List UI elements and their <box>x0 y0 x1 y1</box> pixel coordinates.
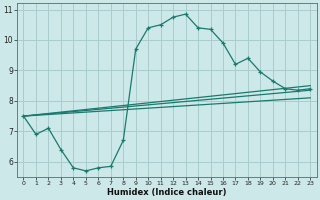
X-axis label: Humidex (Indice chaleur): Humidex (Indice chaleur) <box>107 188 227 197</box>
